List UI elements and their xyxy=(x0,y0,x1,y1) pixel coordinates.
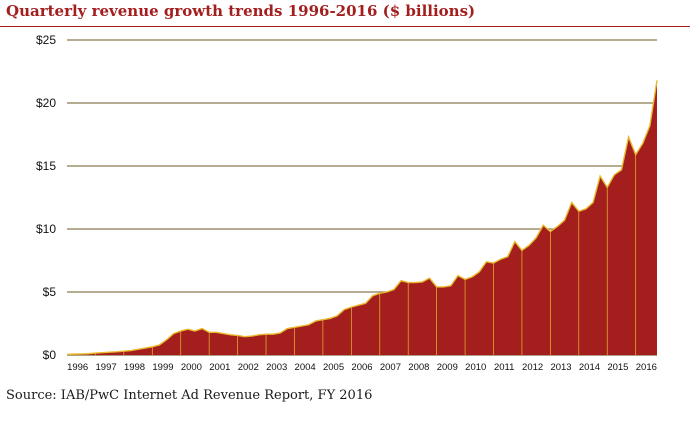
title-divider xyxy=(0,26,690,27)
y-tick-label: $15 xyxy=(36,159,56,173)
x-tick-label: 2006 xyxy=(351,362,372,373)
x-tick-label: 2002 xyxy=(238,362,259,373)
x-tick-label: 2015 xyxy=(607,362,628,373)
source-note: Source: IAB/PwC Internet Ad Revenue Repo… xyxy=(6,388,373,403)
y-tick-label: $0 xyxy=(43,348,57,362)
revenue-area xyxy=(67,80,657,355)
x-tick-label: 2014 xyxy=(579,362,600,373)
x-tick-label: 1996 xyxy=(67,362,88,373)
x-tick-label: 1999 xyxy=(152,362,173,373)
x-tick-label: 2010 xyxy=(465,362,486,373)
x-tick-label: 2008 xyxy=(408,362,429,373)
y-tick-label: $25 xyxy=(36,33,56,47)
x-tick-label: 2011 xyxy=(494,362,514,373)
x-tick-label: 2003 xyxy=(266,362,287,373)
y-tick-label: $5 xyxy=(43,285,57,299)
chart-title: Quarterly revenue growth trends 1996-201… xyxy=(6,2,476,20)
x-tick-label: 2016 xyxy=(636,362,657,373)
x-tick-label: 2004 xyxy=(295,362,316,373)
x-tick-label: 1998 xyxy=(124,362,145,373)
x-tick-label: 2005 xyxy=(323,362,344,373)
x-tick-label: 1997 xyxy=(96,362,117,373)
y-tick-label: $10 xyxy=(36,222,56,236)
x-tick-label: 2009 xyxy=(437,362,458,373)
revenue-area-chart: $0 $5 $10 $15 $20 $25 1996 1997 1998 1999 2000 200… xyxy=(36,33,658,373)
x-tick-label: 2000 xyxy=(181,362,202,373)
revenue-line xyxy=(66,80,658,356)
x-tick-label: 2001 xyxy=(209,362,230,373)
x-tick-label: 2013 xyxy=(550,362,571,373)
x-tick-label: 2007 xyxy=(380,362,401,373)
y-tick-label: $20 xyxy=(36,96,56,110)
x-tick-label: 2012 xyxy=(522,362,543,373)
